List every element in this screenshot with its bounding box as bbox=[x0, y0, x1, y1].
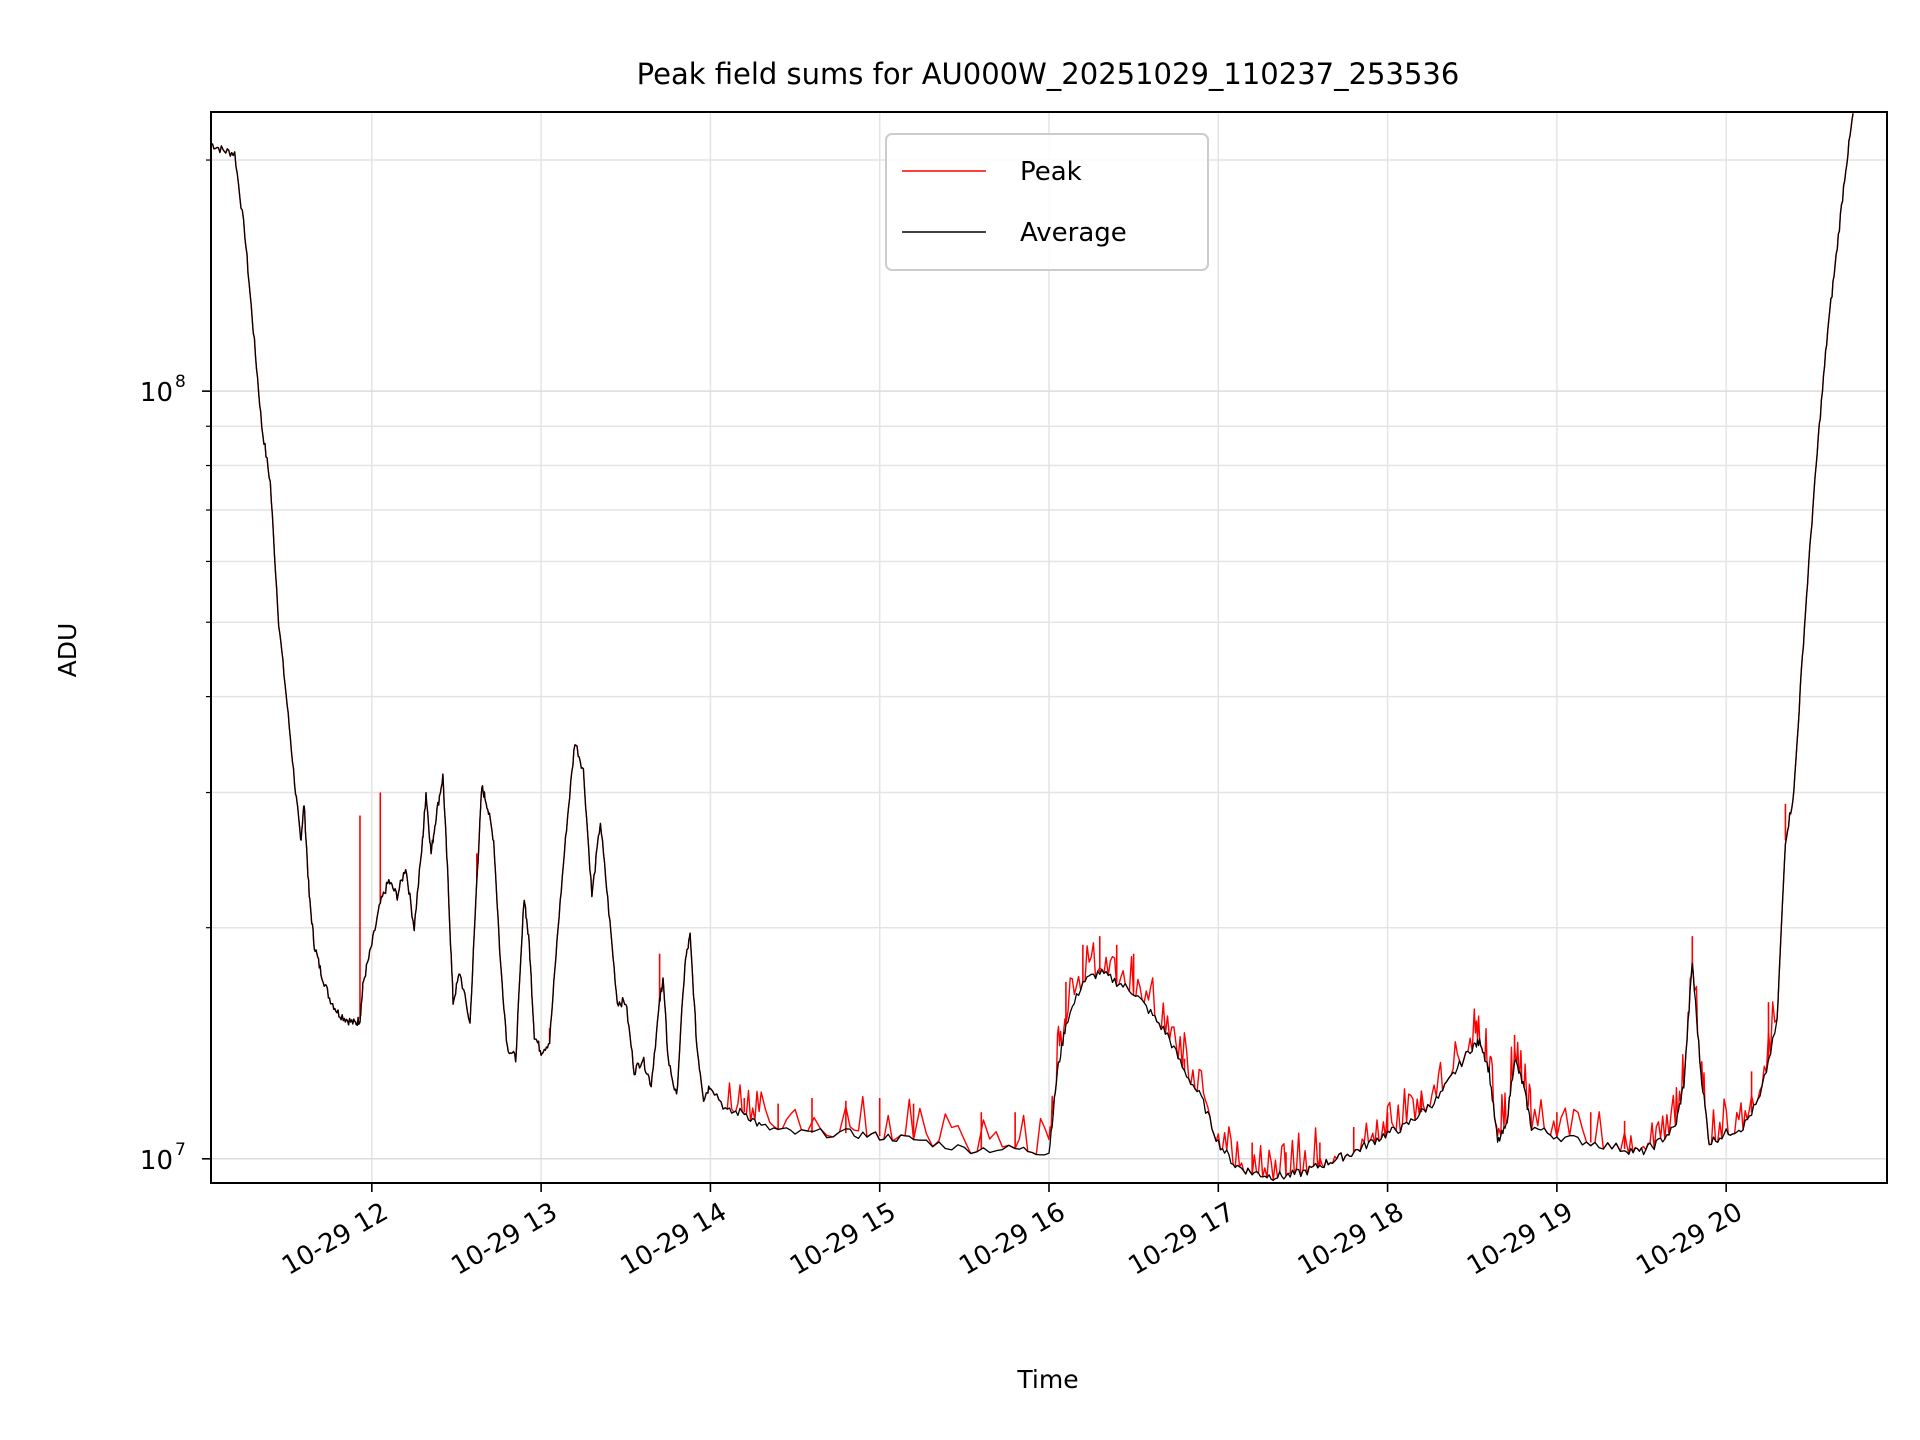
chart-title: Peak field sums for AU000W_20251029_1102… bbox=[637, 57, 1460, 91]
legend-label-average: Average bbox=[1020, 218, 1127, 248]
y-tick-exponent: 7 bbox=[175, 1140, 186, 1160]
legend-box bbox=[885, 133, 1209, 271]
series-layer bbox=[210, 113, 1854, 1182]
y-tick-label: 10 bbox=[140, 378, 173, 408]
legend: Peak Average bbox=[885, 133, 1209, 271]
legend-label-peak: Peak bbox=[1020, 157, 1082, 187]
y-tick-label: 10 bbox=[140, 1146, 173, 1176]
average-series-line bbox=[210, 113, 1854, 1181]
y-axis-label: ADU bbox=[53, 623, 82, 678]
x-axis-label: Time bbox=[1016, 1365, 1078, 1394]
y-tick-exponent: 8 bbox=[175, 372, 186, 392]
grid bbox=[211, 112, 1887, 1183]
